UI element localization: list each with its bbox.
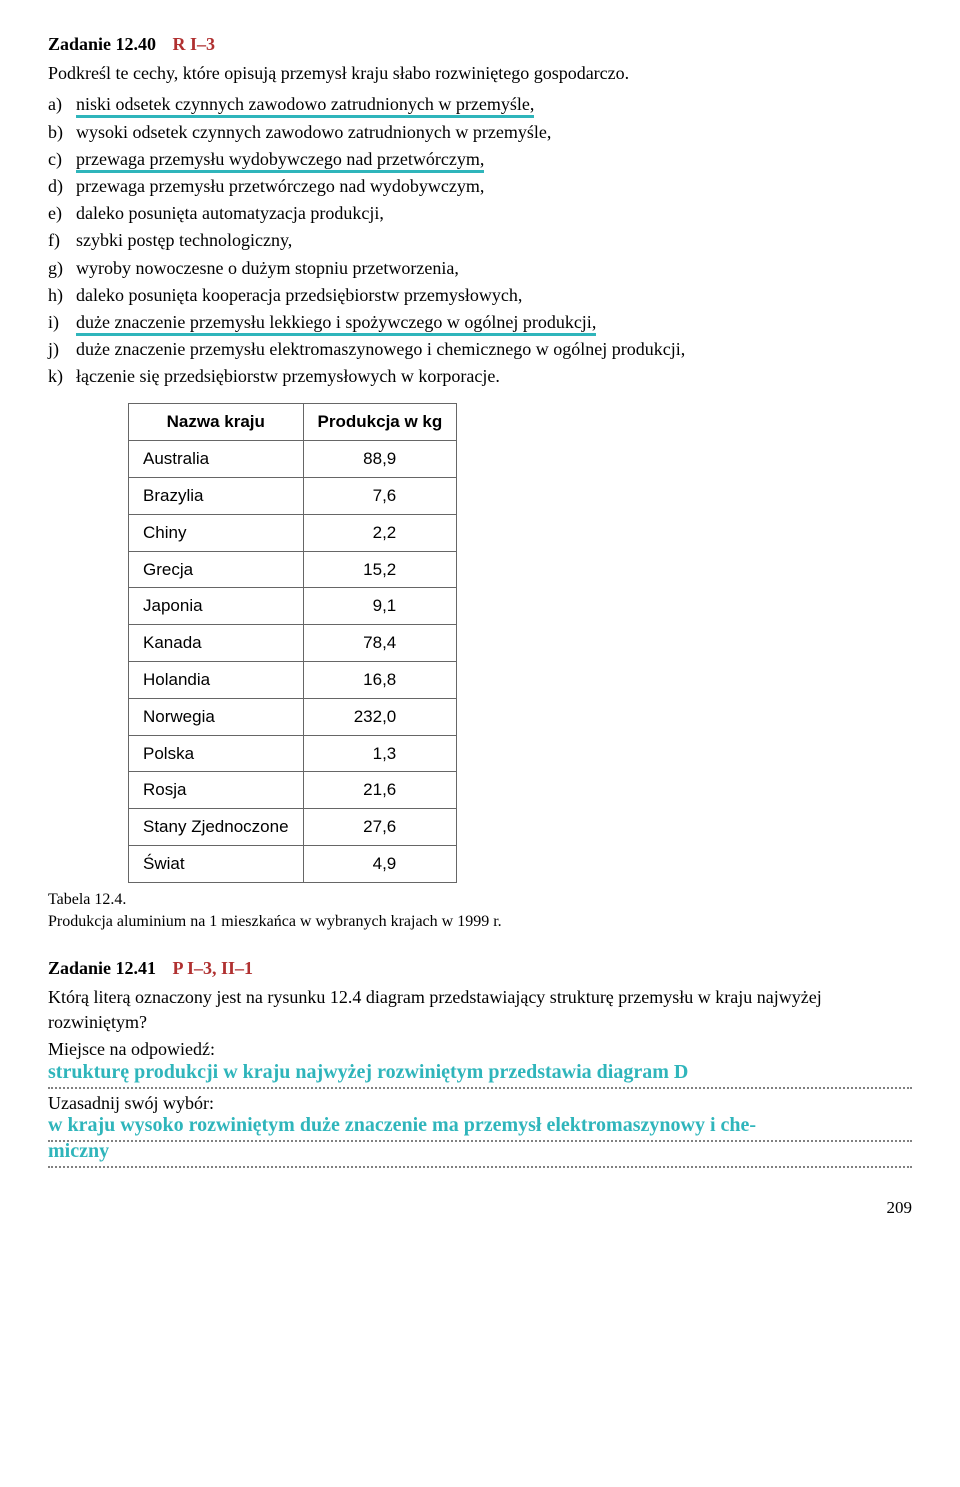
task1-options: a) niski odsetek czynnych zawodowo zatrud… [48, 92, 912, 389]
table-caption: Tabela 12.4. Produkcja aluminium na 1 mi… [48, 889, 912, 934]
option-text: daleko posunięta automatyzacja produkcji… [76, 203, 384, 223]
option-item: d) przewaga przemysłu przetwórczego nad w… [48, 174, 912, 199]
option-letter: b) [48, 120, 63, 145]
cell-country: Stany Zjednoczone [129, 809, 304, 846]
answer-handwriting: strukturę produkcji w kraju najwyżej roz… [48, 1058, 688, 1086]
option-item: k) łączenie się przedsiębiorstw przemysło… [48, 364, 912, 389]
table-header-country: Nazwa kraju [129, 404, 304, 441]
table-row: Japonia9,1 [129, 588, 457, 625]
option-letter: d) [48, 174, 63, 199]
cell-value: 232,0 [303, 698, 457, 735]
table-caption-label: Tabela 12.4. [48, 891, 126, 908]
cell-country: Brazylia [129, 478, 304, 515]
justify-handwriting-2: miczny [48, 1137, 109, 1165]
table-row: Brazylia7,6 [129, 478, 457, 515]
option-text: przewaga przemysłu wydobywczego nad prze… [76, 149, 484, 173]
option-letter: h) [48, 283, 63, 308]
cell-value: 9,1 [303, 588, 457, 625]
table-row: Rosja21,6 [129, 772, 457, 809]
option-letter: i) [48, 310, 59, 335]
option-text: niski odsetek czynnych zawodowo zatrudni… [76, 94, 534, 118]
justify-handwriting-1: w kraju wysoko rozwiniętym duże znaczeni… [48, 1111, 756, 1139]
option-letter: g) [48, 256, 63, 281]
table-row: Stany Zjednoczone27,6 [129, 809, 457, 846]
option-text: wyroby nowoczesne o dużym stopniu przetw… [76, 258, 459, 278]
table-row: Grecja15,2 [129, 551, 457, 588]
option-item: h) daleko posunięta kooperacja przedsiębi… [48, 283, 912, 308]
task1-header: Zadanie 12.40 R I–3 [48, 32, 912, 57]
task2-number: Zadanie 12.41 [48, 958, 156, 978]
option-letter: a) [48, 92, 62, 117]
table-row: Kanada78,4 [129, 625, 457, 662]
table-row: Chiny2,2 [129, 514, 457, 551]
cell-value: 27,6 [303, 809, 457, 846]
cell-country: Holandia [129, 662, 304, 699]
cell-country: Kanada [129, 625, 304, 662]
task2-code: P I–3, II–1 [173, 958, 254, 978]
task2-question: Którą literą oznaczony jest na rysunku 1… [48, 985, 912, 1035]
option-letter: e) [48, 201, 62, 226]
table-row: Australia88,9 [129, 441, 457, 478]
justify-line-2: miczny [48, 1142, 912, 1168]
option-letter: f) [48, 228, 60, 253]
cell-country: Japonia [129, 588, 304, 625]
cell-value: 15,2 [303, 551, 457, 588]
cell-value: 4,9 [303, 846, 457, 883]
option-text: duże znaczenie przemysłu lekkiego i spoż… [76, 312, 596, 336]
table-row: Świat4,9 [129, 846, 457, 883]
option-text: łączenie się przedsiębiorstw przemysłowy… [76, 366, 500, 386]
task2-header: Zadanie 12.41 P I–3, II–1 [48, 956, 912, 981]
cell-value: 88,9 [303, 441, 457, 478]
option-item: c) przewaga przemysłu wydobywczego nad pr… [48, 147, 912, 172]
cell-country: Polska [129, 735, 304, 772]
option-item: i) duże znaczenie przemysłu lekkiego i sp… [48, 310, 912, 335]
cell-value: 1,3 [303, 735, 457, 772]
option-item: e) daleko posunięta automatyzacja produkc… [48, 201, 912, 226]
cell-value: 78,4 [303, 625, 457, 662]
data-table: Nazwa kraju Produkcja w kg Australia88,9… [128, 403, 457, 882]
option-item: a) niski odsetek czynnych zawodowo zatrud… [48, 92, 912, 117]
option-text: wysoki odsetek czynnych zawodowo zatrudn… [76, 122, 551, 142]
cell-value: 7,6 [303, 478, 457, 515]
task1-number: Zadanie 12.40 [48, 34, 156, 54]
option-item: j) duże znaczenie przemysłu elektromaszyn… [48, 337, 912, 362]
option-letter: c) [48, 147, 62, 172]
option-item: b) wysoki odsetek czynnych zawodowo zatru… [48, 120, 912, 145]
page-number: 209 [48, 1196, 912, 1220]
option-text: szybki postęp technologiczny, [76, 230, 292, 250]
cell-value: 2,2 [303, 514, 457, 551]
task1-code: R I–3 [173, 34, 216, 54]
option-text: przewaga przemysłu przetwórczego nad wyd… [76, 176, 484, 196]
table-caption-text: Produkcja aluminium na 1 mieszkańca w wy… [48, 913, 502, 930]
cell-country: Norwegia [129, 698, 304, 735]
option-letter: k) [48, 364, 63, 389]
cell-value: 21,6 [303, 772, 457, 809]
table-header-value: Produkcja w kg [303, 404, 457, 441]
option-item: g) wyroby nowoczesne o dużym stopniu prze… [48, 256, 912, 281]
cell-country: Rosja [129, 772, 304, 809]
cell-country: Świat [129, 846, 304, 883]
option-item: f) szybki postęp technologiczny, [48, 228, 912, 253]
option-text: daleko posunięta kooperacja przedsiębior… [76, 285, 522, 305]
cell-country: Australia [129, 441, 304, 478]
table-row: Polska1,3 [129, 735, 457, 772]
task1-instruction: Podkreśl te cechy, które opisują przemys… [48, 61, 912, 86]
cell-country: Chiny [129, 514, 304, 551]
cell-value: 16,8 [303, 662, 457, 699]
answer-line-1: strukturę produkcji w kraju najwyżej roz… [48, 1062, 912, 1088]
justify-line-1: w kraju wysoko rozwiniętym duże znaczeni… [48, 1116, 912, 1142]
table-row: Holandia16,8 [129, 662, 457, 699]
cell-country: Grecja [129, 551, 304, 588]
option-text: duże znaczenie przemysłu elektromaszynow… [76, 339, 685, 359]
table-row: Norwegia232,0 [129, 698, 457, 735]
option-letter: j) [48, 337, 59, 362]
